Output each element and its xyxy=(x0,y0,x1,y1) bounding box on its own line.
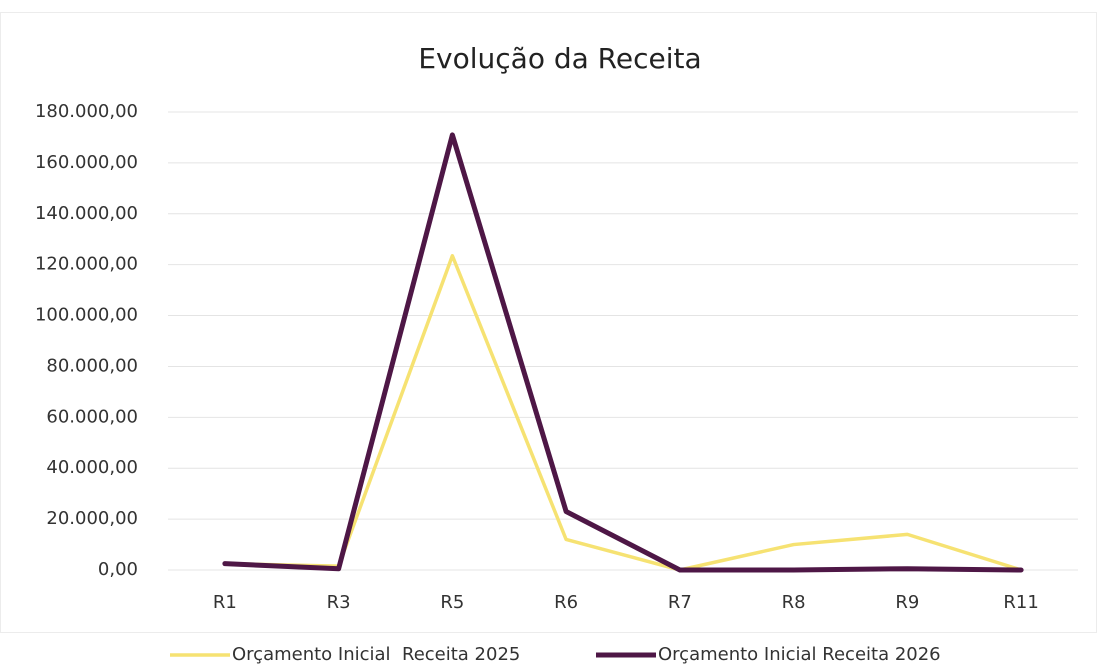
series-line xyxy=(222,132,1024,573)
y-tick-label: 100.000,00 xyxy=(35,305,138,326)
y-tick-label: 120.000,00 xyxy=(35,254,138,275)
y-tick-label: 140.000,00 xyxy=(35,203,138,224)
x-tick-label: R3 xyxy=(327,592,351,613)
y-tick-label: 160.000,00 xyxy=(35,152,138,173)
chart-frame xyxy=(0,12,1097,633)
y-tick-label: 40.000,00 xyxy=(46,457,138,478)
y-tick-label: 0,00 xyxy=(98,559,138,580)
x-tick-label: R6 xyxy=(554,592,578,613)
chart-title: Evolução da Receita xyxy=(418,42,701,75)
x-tick-label: R11 xyxy=(1003,592,1038,613)
y-tick-label: 20.000,00 xyxy=(46,508,138,529)
legend-label: Orçamento Inicial Receita 2025 xyxy=(232,644,520,665)
x-tick-label: R1 xyxy=(213,592,237,613)
x-tick-label: R5 xyxy=(440,592,464,613)
y-tick-label: 80.000,00 xyxy=(46,355,138,376)
y-tick-label: 180.000,00 xyxy=(35,101,138,122)
series-line xyxy=(223,254,1023,572)
x-tick-label: R9 xyxy=(895,592,919,613)
x-tick-label: R7 xyxy=(668,592,692,613)
legend-label: Orçamento Inicial Receita 2026 xyxy=(658,644,941,665)
y-tick-label: 60.000,00 xyxy=(46,406,138,427)
x-tick-label: R8 xyxy=(782,592,806,613)
